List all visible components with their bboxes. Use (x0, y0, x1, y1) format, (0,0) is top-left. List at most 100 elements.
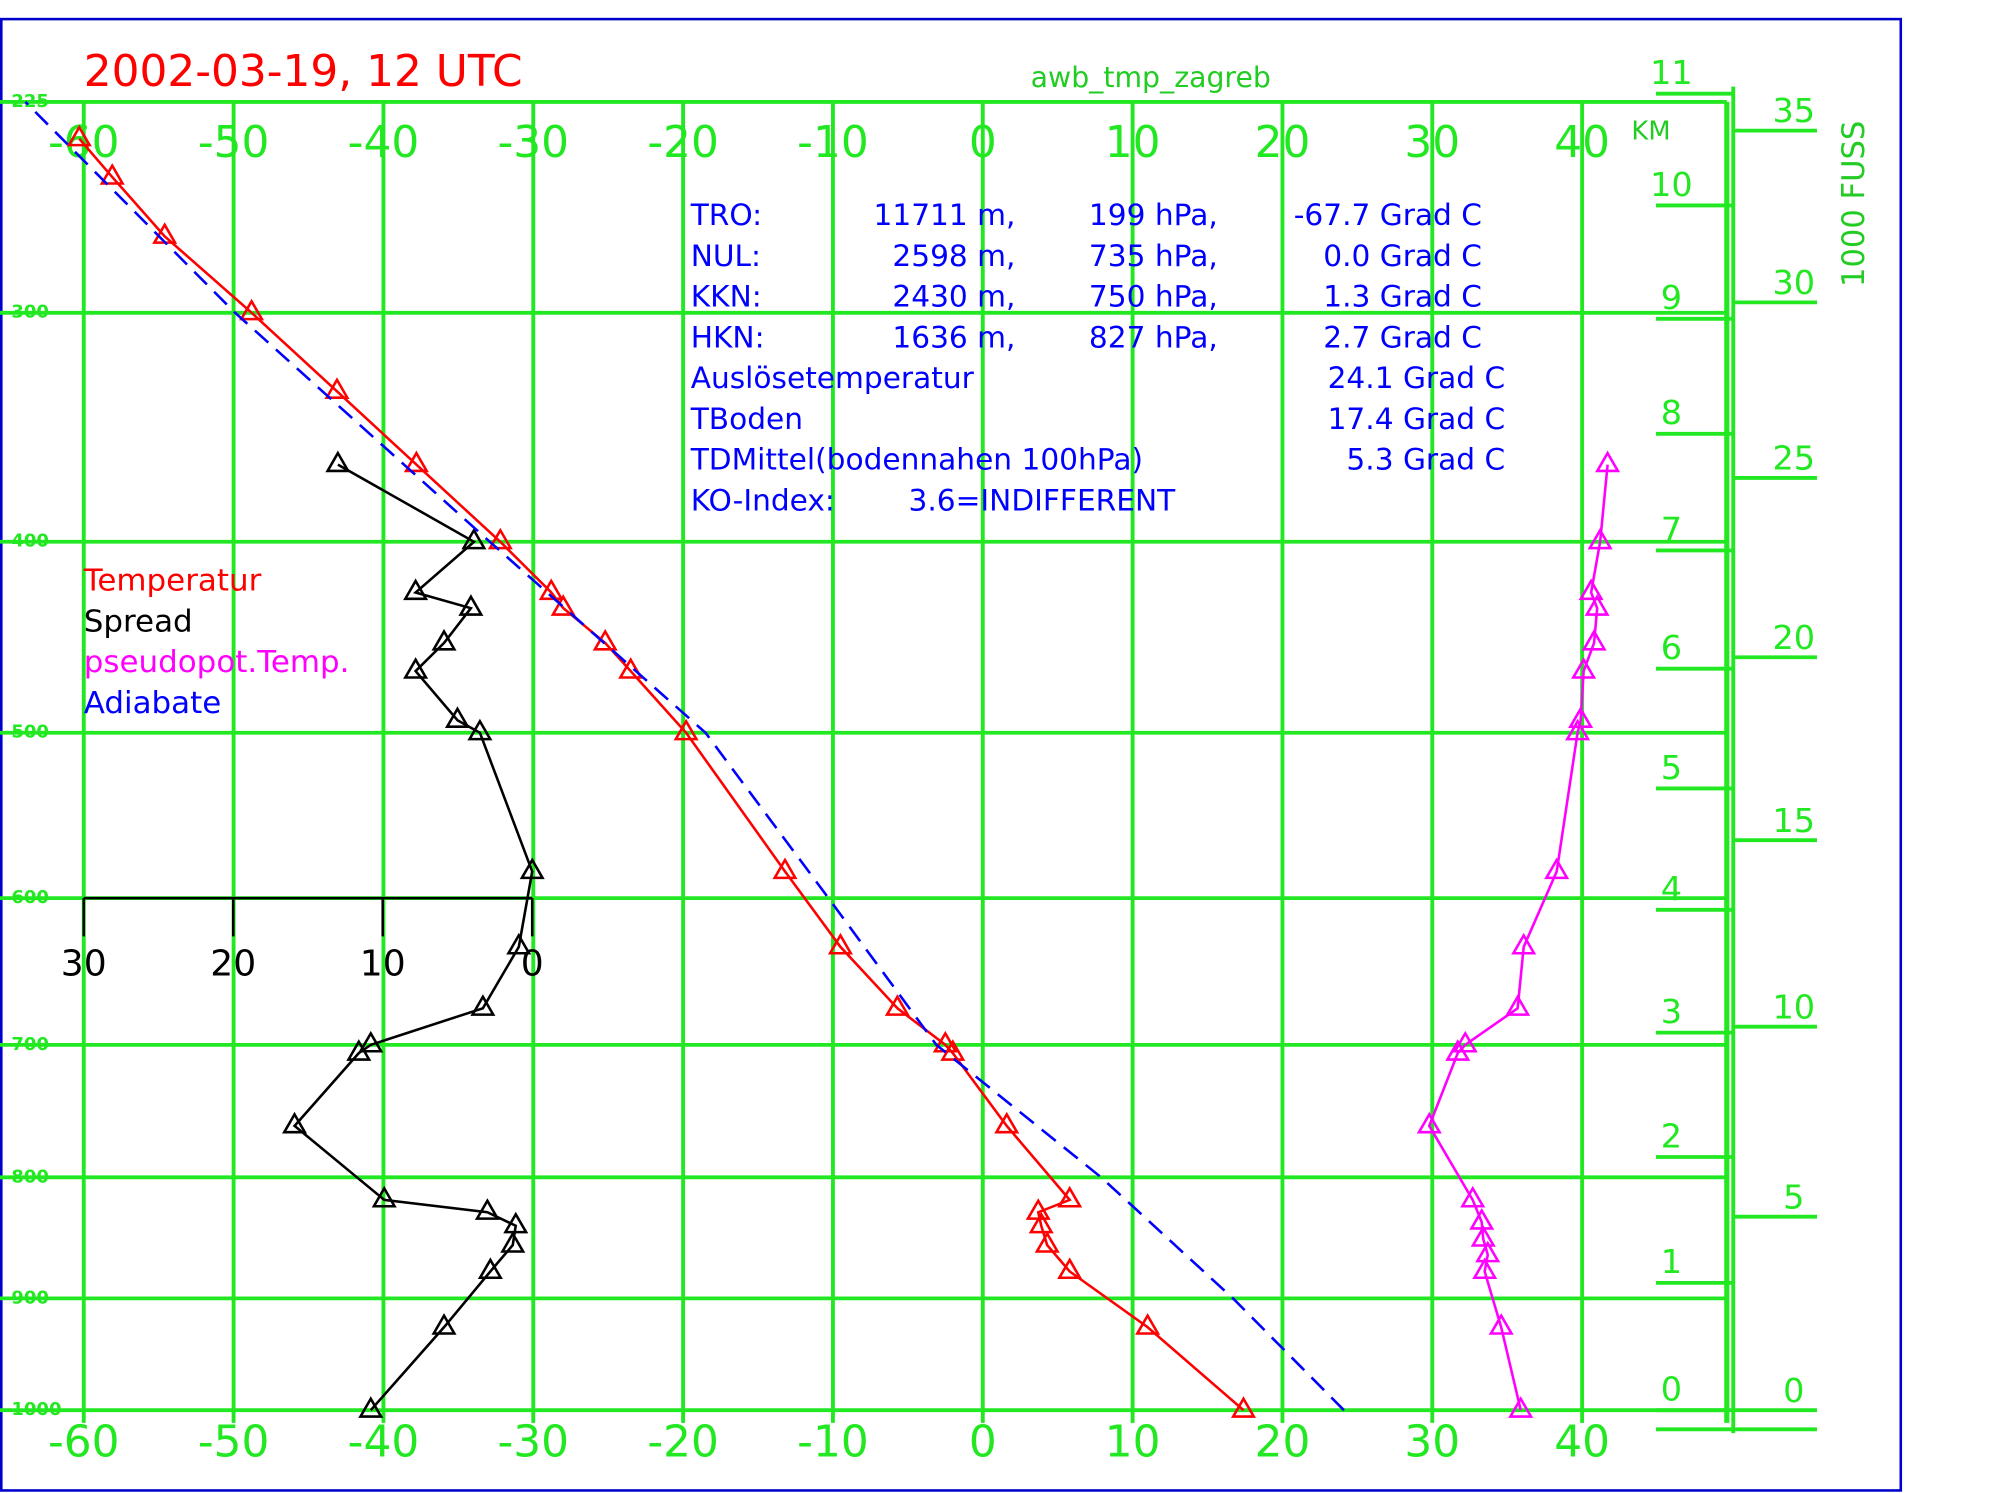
data-point (1584, 594, 1610, 616)
x-tick-label: 0 (969, 118, 997, 168)
info-value: 2430 m, (892, 280, 1015, 314)
data-point (324, 377, 350, 399)
info-value: 24.1 Grad C (1328, 361, 1506, 395)
series-line (292, 463, 534, 1412)
frame (0, 17, 1903, 1492)
info-value: 750 hPa, (1089, 280, 1218, 314)
data-point (618, 657, 644, 679)
data-point (477, 1257, 503, 1280)
info-label: TBoden (690, 402, 803, 436)
data-point (1057, 1257, 1083, 1280)
x-tick-label: 30 (1404, 118, 1460, 168)
fuss-tick-label: 30 (1773, 263, 1816, 302)
legend-entry: Adiabate (84, 685, 222, 721)
data-point (1568, 706, 1594, 728)
y-tick-label: -500 (4, 722, 49, 743)
data-point (500, 1231, 526, 1253)
data-point (403, 578, 429, 601)
data-point (1581, 628, 1607, 651)
x-tick-label: -40 (348, 1418, 420, 1468)
x-tick-label: -60 (48, 1418, 120, 1468)
data-point (66, 124, 92, 147)
info-label: NUL: (691, 239, 761, 273)
spread-tick-label: 0 (521, 944, 544, 985)
y-tick-label: -700 (4, 1034, 49, 1055)
data-point (1230, 1396, 1257, 1418)
data-point (1587, 527, 1613, 550)
data-point (461, 527, 487, 550)
x-tick-label: -30 (497, 1418, 569, 1468)
fuss-tick-label: 10 (1773, 987, 1816, 1026)
data-point (1544, 857, 1570, 880)
km-tick-label: 9 (1661, 278, 1682, 317)
x-tick-label: 40 (1554, 118, 1610, 168)
data-point (827, 932, 853, 955)
x-tick-label: 0 (969, 1418, 997, 1468)
info-label: TDMittel(bodennahen 100hPa) (690, 443, 1143, 477)
fuss-tick-label: 35 (1773, 91, 1816, 130)
km-tick-label: 0 (1661, 1370, 1682, 1409)
data-point (403, 657, 429, 679)
chart-title: 2002-03-19, 12 UTC (84, 47, 523, 97)
info-value: 11711 m, (874, 198, 1016, 232)
data-point (1452, 1030, 1478, 1053)
data-point (519, 857, 545, 880)
y-tick-label: -800 (4, 1166, 49, 1187)
y-tick-label: -300 (4, 302, 49, 323)
x-tick-label: 20 (1255, 1418, 1311, 1468)
info-value: 827 hPa, (1089, 320, 1218, 354)
y-tick-label: -600 (4, 887, 49, 908)
fuss-tick-label: 0 (1783, 1371, 1804, 1410)
data-point (538, 578, 564, 601)
x-tick-label: -30 (497, 118, 569, 168)
data-point (1028, 1211, 1054, 1234)
series-line (24, 101, 1345, 1412)
data-point (358, 1030, 384, 1053)
x-tick-label: -10 (797, 118, 869, 168)
data-point (1511, 932, 1537, 955)
data-point (1508, 1396, 1534, 1418)
data-point (1416, 1111, 1442, 1134)
km-tick-label: 10 (1650, 165, 1693, 204)
data-point (1472, 1257, 1498, 1280)
km-tick-label: 1 (1661, 1242, 1682, 1281)
info-value: 5.3 Grad C (1346, 443, 1505, 477)
data-point (994, 1111, 1020, 1134)
info-label: KKN: (691, 280, 762, 314)
data-point (1488, 1313, 1514, 1335)
info-value: 1.3 Grad C (1323, 280, 1482, 314)
y-tick-label: -900 (4, 1287, 49, 1308)
info-value: 0.0 Grad C (1323, 239, 1482, 273)
legend-entry: Temperatur (83, 563, 262, 599)
data-point (467, 718, 493, 741)
x-tick-label: -20 (647, 1418, 719, 1468)
x-tick-label: 10 (1105, 1418, 1161, 1468)
info-label: TRO: (690, 198, 762, 232)
data-point (1469, 1208, 1495, 1230)
data-point (474, 1198, 500, 1220)
data-point (431, 1313, 457, 1335)
legend-entry: pseudopot.Temp. (84, 644, 350, 680)
km-tick-label: 3 (1661, 992, 1682, 1031)
data-point (371, 1185, 397, 1208)
data-point (444, 706, 471, 728)
legend-entry: Spread (84, 604, 193, 640)
data-point (1135, 1313, 1161, 1335)
data-point (1565, 718, 1591, 741)
info-value: -67.7 Grad C (1294, 198, 1482, 232)
data-point (1571, 657, 1597, 679)
data-point (1460, 1185, 1486, 1208)
data-point (325, 450, 351, 473)
data-point (1505, 994, 1531, 1016)
km-tick-label: 8 (1661, 393, 1682, 432)
x-tick-label: -50 (198, 118, 270, 168)
info-value: 2.7 Grad C (1323, 320, 1482, 354)
data-point (431, 628, 457, 651)
spread-tick-label: 20 (210, 944, 256, 985)
data-point (772, 857, 798, 880)
fuss-tick-label: 20 (1773, 618, 1816, 657)
data-point (99, 163, 125, 185)
x-tick-label: -20 (647, 118, 719, 168)
